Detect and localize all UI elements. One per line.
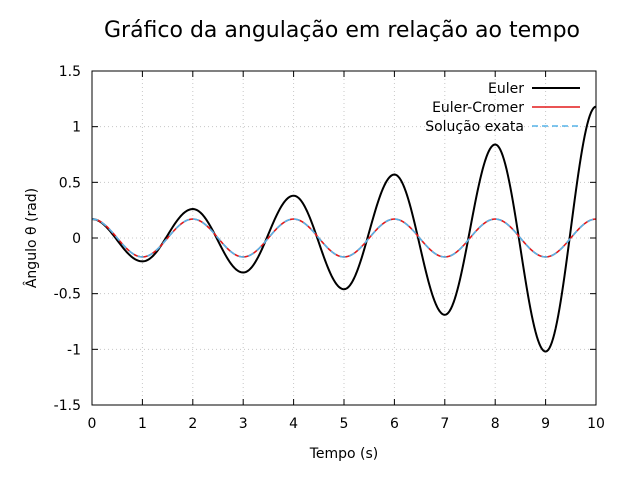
x-tick-label: 2 — [188, 416, 197, 432]
x-tick-label: 8 — [491, 416, 500, 432]
y-tick-label: 0 — [72, 231, 81, 247]
grid-lines — [92, 71, 596, 405]
x-tick-label: 7 — [440, 416, 449, 432]
x-tick-label: 3 — [239, 416, 248, 432]
x-tick-label: 5 — [340, 416, 349, 432]
series-line-2 — [91, 218, 597, 258]
y-tick-label: -0.5 — [54, 287, 81, 303]
y-tick-label: 0.5 — [59, 175, 81, 191]
x-tick-label: 10 — [587, 416, 605, 432]
y-tick-label: 1.5 — [59, 64, 81, 80]
x-tick-label: 4 — [289, 416, 298, 432]
x-tick-label: 6 — [390, 416, 399, 432]
axis-ticks: 0 1 2 3 4 5 6 7 8 9 10 -1.5 -1 -0.5 0 0.5 1 1.5 — [54, 64, 605, 432]
legend: Euler Euler-Cromer Solução exata — [425, 81, 580, 135]
chart-title: Gráfico da angulação em relação ao tempo — [104, 18, 580, 43]
legend-label: Euler — [488, 81, 524, 97]
legend-label: Solução exata — [425, 119, 524, 135]
x-tick-label: 0 — [88, 416, 97, 432]
x-tick-label: 1 — [138, 416, 147, 432]
legend-label: Euler-Cromer — [432, 100, 524, 116]
x-axis-label: Tempo (s) — [309, 446, 379, 462]
x-tick-label: 9 — [541, 416, 550, 432]
series-line-0 — [91, 105, 597, 353]
y-axis-label: Ângulo θ (rad) — [22, 188, 40, 288]
series-group — [91, 105, 597, 353]
y-tick-label: 1 — [72, 120, 81, 136]
y-tick-label: -1.5 — [54, 398, 81, 414]
y-tick-label: -1 — [67, 342, 81, 358]
